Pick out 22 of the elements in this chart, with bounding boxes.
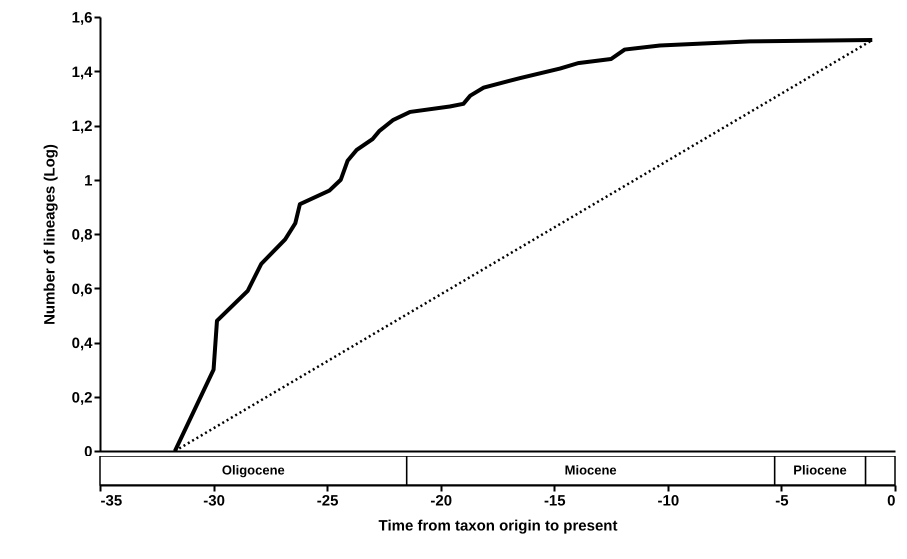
x-axis-title: Time from taxon origin to present — [378, 518, 618, 534]
y-tick-label: 1,6 — [72, 10, 92, 26]
y-tick-label: 0,6 — [72, 280, 92, 298]
y-tick-label: 1 — [84, 172, 92, 190]
y-tick-label: 1,4 — [72, 64, 94, 81]
y-tick-label: 0 — [84, 444, 92, 460]
x-tick-label: -10 — [658, 492, 680, 510]
y-axis-title: Number of lineages (Log) — [42, 144, 59, 325]
y-tick-label: 0,8 — [72, 226, 92, 244]
x-tick-label: -15 — [544, 492, 566, 510]
series-label: Oligocene — [222, 462, 285, 478]
y-tick-label: 1,2 — [72, 118, 92, 135]
x-tick-label: 0 — [887, 492, 896, 510]
y-tick-label: 0,4 — [72, 335, 94, 352]
x-tick-label: -35 — [100, 492, 122, 510]
series-label: Miocene — [564, 462, 617, 478]
series-label: Pliocene — [793, 462, 847, 478]
x-tick-label: -5 — [775, 492, 789, 510]
y-tick-label: 0,2 — [72, 389, 92, 406]
x-tick-label: -30 — [203, 492, 225, 510]
x-tick-label: -20 — [430, 492, 452, 510]
x-tick-label: -25 — [316, 492, 338, 510]
